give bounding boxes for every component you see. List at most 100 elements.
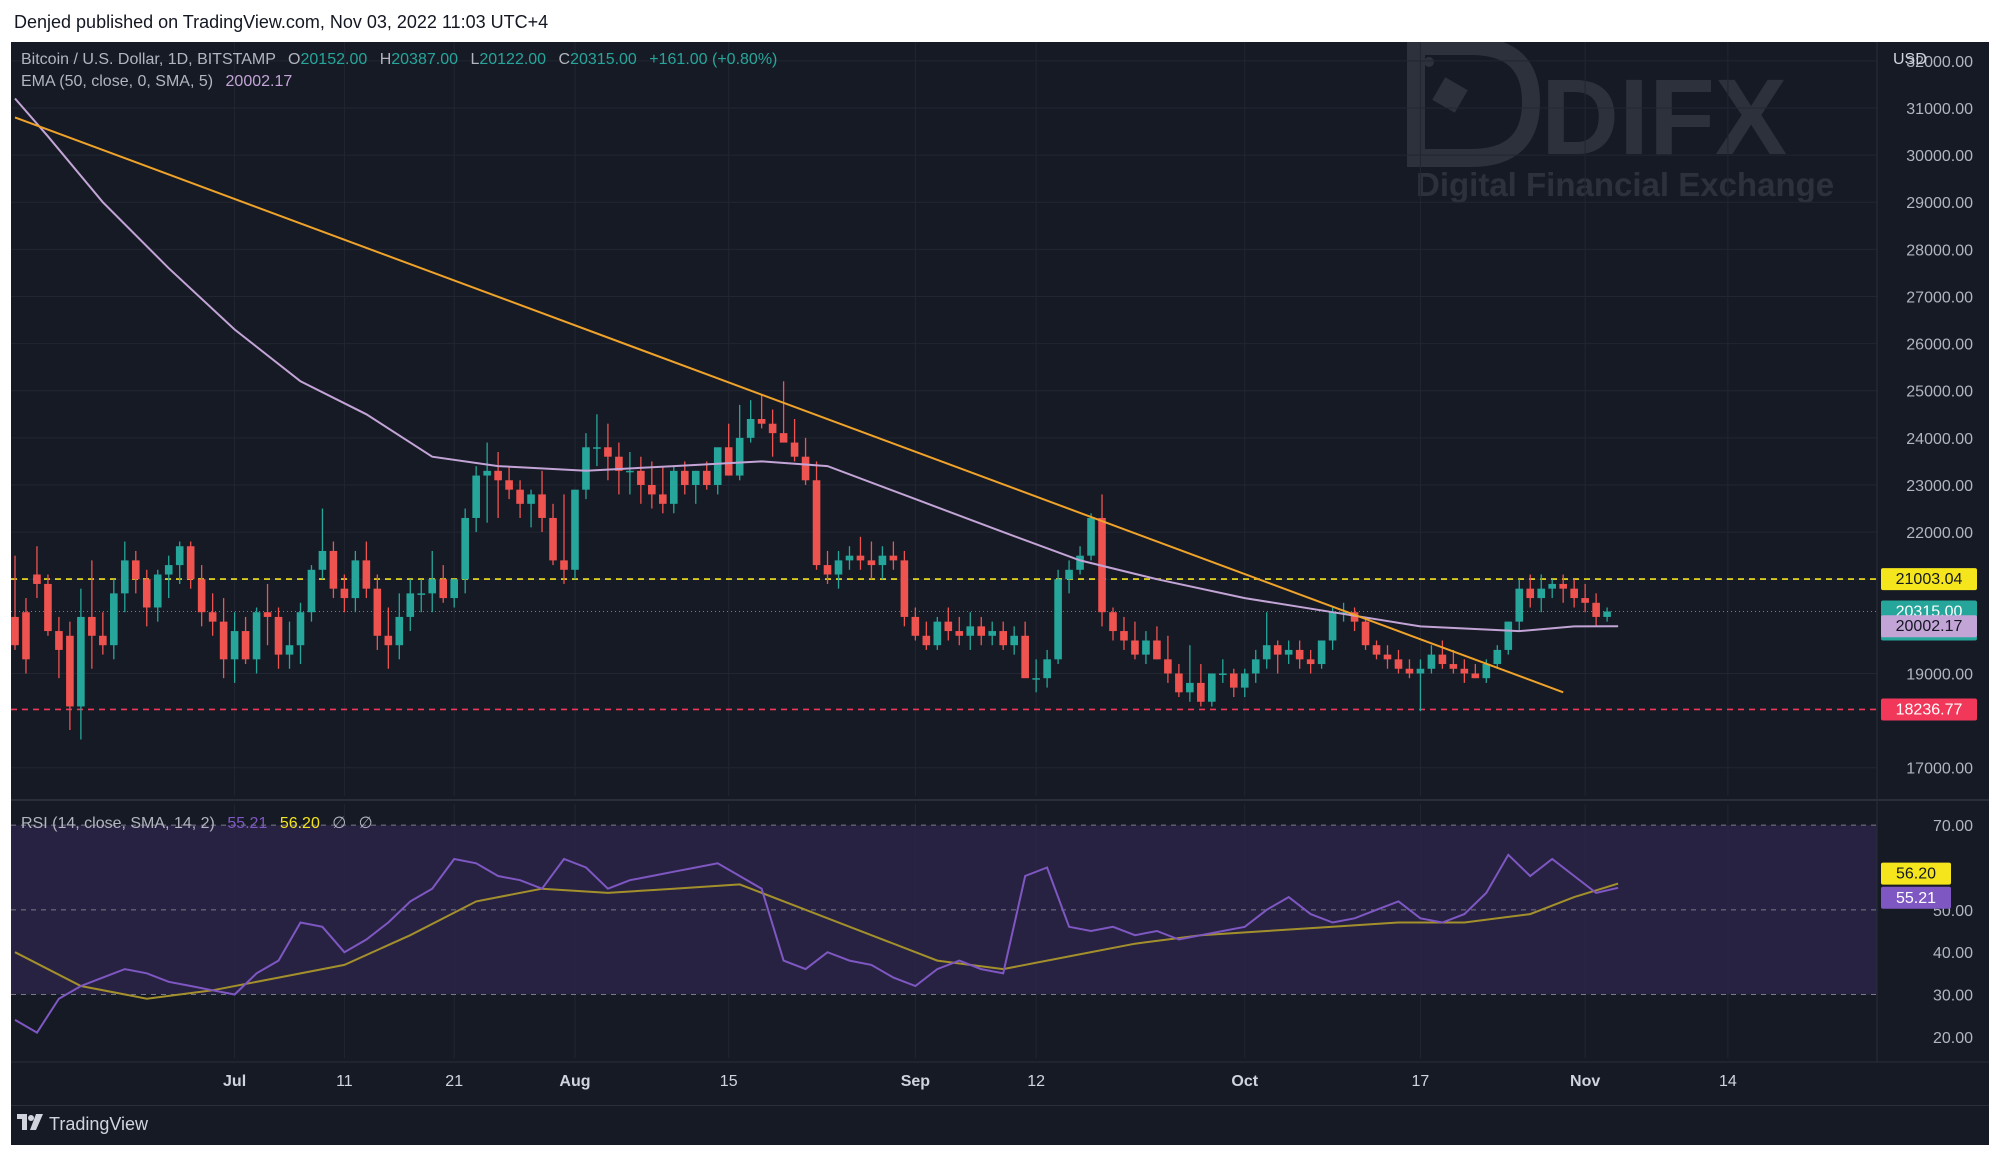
chart-canvas[interactable]: DIFX Digital Financial Exchange 32000.00… [11, 37, 1989, 1105]
watermark-subtitle: Digital Financial Exchange [1416, 166, 1834, 203]
price-badge [1881, 568, 1977, 591]
candle-down [439, 579, 448, 599]
candle-up [746, 419, 755, 438]
candle-up [351, 560, 360, 599]
candle-down [66, 635, 74, 707]
rsi-badge-text: 55.21 [1896, 890, 1936, 907]
symbol-label[interactable]: Bitcoin / U.S. Dollar, 1D, BITSTAMP [21, 51, 276, 68]
candle-down [241, 631, 250, 660]
candle-up [593, 447, 601, 449]
price-tick-label: 32000.00 [1906, 54, 1973, 71]
candle-up [121, 560, 129, 594]
candle-down [1153, 640, 1161, 660]
rsi-extra-2: ∅ [359, 815, 373, 832]
candle-down [1120, 631, 1128, 641]
candle-down [142, 579, 151, 608]
candle-down [944, 621, 953, 632]
candle-up [1208, 673, 1216, 702]
candle-down [538, 494, 546, 518]
open-label: O [288, 51, 300, 68]
ema-indicator-label[interactable]: EMA (50, close, 0, SMA, 5) [21, 73, 213, 90]
candle-down [757, 419, 766, 424]
candle-down [1350, 612, 1359, 622]
candle-up [296, 612, 305, 646]
currency-label[interactable]: USD [1893, 51, 1927, 68]
rsi-legend: RSI (14, close, SMA, 14, 2) 55.21 56.20 … [21, 815, 373, 832]
candle-down [197, 579, 206, 613]
price-tick-label: 17000.00 [1906, 761, 1973, 778]
time-tick-label: Sep [901, 1073, 931, 1090]
candle-down [1581, 598, 1589, 603]
tradingview-brand[interactable]: TradingView [17, 1114, 148, 1135]
candle-up [1240, 673, 1249, 688]
candle-up [1317, 640, 1326, 665]
candle-down [340, 588, 349, 599]
candle-down [1109, 612, 1117, 632]
candle-down [1021, 635, 1029, 679]
candle-up [1065, 569, 1073, 580]
price-axis[interactable]: 32000.00 31000.00 30000.00 29000.00 28000.00… [1906, 54, 1973, 778]
candle-down [900, 560, 909, 617]
candle-up [834, 560, 843, 575]
candle-down [22, 612, 30, 660]
candle-up [845, 555, 854, 561]
candle-down [801, 456, 810, 481]
svg-text:RSI (14, close, SMA, 14, 2): RSI (14, close, SMA, 14, 2) 55.21 56.20 … [21, 815, 373, 832]
candle-down [977, 626, 986, 636]
candle-up [626, 470, 634, 473]
candle-down [1372, 645, 1381, 655]
candle-up [1603, 611, 1611, 617]
candle-down [55, 631, 63, 650]
time-axis[interactable]: Jul 11 21 Aug 15 Sep 12 Oct 17 Nov 14 [223, 1073, 1737, 1090]
overlay-lines [14, 97, 1619, 694]
price-badge [1881, 615, 1977, 638]
candle-up [527, 494, 535, 504]
candle-down [955, 631, 964, 636]
candle-down [790, 442, 799, 457]
candle-up [153, 574, 162, 608]
rsi-lines [14, 853, 1619, 1034]
candle-down [1394, 659, 1403, 669]
candle-up [1328, 612, 1337, 641]
candle-up [1416, 668, 1425, 674]
candle-down [867, 560, 876, 566]
candle-down [604, 447, 612, 457]
chart-frame[interactable]: DIFX Digital Financial Exchange 32000.00… [11, 37, 1989, 1105]
price-tick-label: 25000.00 [1906, 384, 1973, 401]
time-tick-label: 12 [1027, 1073, 1045, 1090]
candle-up [472, 475, 480, 518]
close-label: C [559, 51, 571, 68]
svg-text:Bitcoin / U.S. Dollar, 1D, BIT: Bitcoin / U.S. Dollar, 1D, BITSTAMP O201… [21, 51, 777, 68]
candle-up [1054, 579, 1062, 660]
time-tick-label: 21 [445, 1073, 463, 1090]
price-badge-text: 21003.04 [1896, 571, 1963, 588]
candle-down [1306, 659, 1315, 665]
time-tick-label: 17 [1412, 1073, 1430, 1090]
rsi-indicator-label[interactable]: RSI (14, close, SMA, 14, 2) [21, 815, 215, 832]
candle-down [274, 616, 283, 655]
candle-down [1383, 654, 1392, 660]
publish-header: Denjed published on TradingView.com, Nov… [0, 0, 1999, 42]
candle-up [670, 470, 678, 504]
rsi-tick-label: 30.00 [1933, 988, 1973, 1005]
low-label: L [470, 51, 479, 68]
candle-up [1537, 588, 1546, 599]
candle-up [582, 447, 590, 490]
candle-up [252, 612, 261, 660]
candle-down [1229, 673, 1238, 688]
candle-up [1504, 621, 1513, 650]
candle-down [88, 616, 96, 636]
candle-up [175, 546, 184, 566]
rsi-line [14, 853, 1619, 1034]
price-tick-label: 30000.00 [1906, 148, 1973, 165]
candlesticks [11, 381, 1611, 740]
svg-text:EMA (50, close, 0, SMA, 5): EMA (50, close, 0, SMA, 5) 20002.17 [21, 73, 292, 90]
candle-down [384, 635, 393, 646]
price-badge [1881, 698, 1977, 721]
candle-up [1251, 659, 1260, 674]
price-tick-label: 27000.00 [1906, 289, 1973, 306]
candle-down [1570, 588, 1578, 599]
price-levels [11, 578, 1877, 711]
candle-up [1186, 682, 1194, 693]
